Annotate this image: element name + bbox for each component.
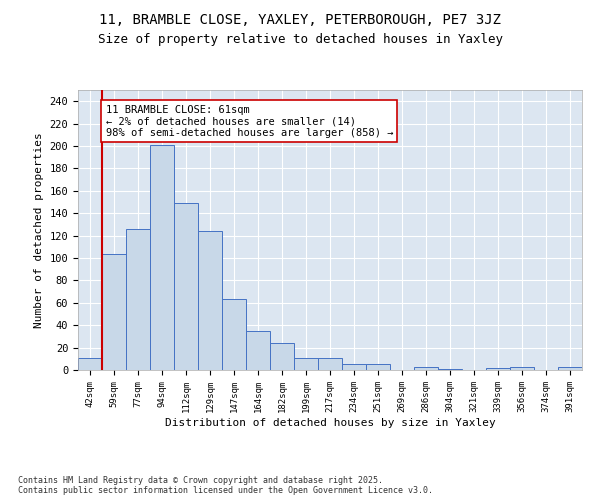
X-axis label: Distribution of detached houses by size in Yaxley: Distribution of detached houses by size …: [164, 418, 496, 428]
Bar: [246, 331, 270, 370]
Bar: [342, 364, 366, 370]
Bar: [486, 368, 510, 370]
Bar: [174, 203, 198, 370]
Bar: [102, 254, 126, 370]
Y-axis label: Number of detached properties: Number of detached properties: [34, 132, 44, 328]
Bar: [510, 366, 534, 370]
Bar: [318, 358, 342, 370]
Bar: [438, 369, 462, 370]
Bar: [222, 300, 246, 370]
Bar: [414, 366, 438, 370]
Bar: [294, 358, 318, 370]
Bar: [78, 358, 102, 370]
Text: 11, BRAMBLE CLOSE, YAXLEY, PETERBOROUGH, PE7 3JZ: 11, BRAMBLE CLOSE, YAXLEY, PETERBOROUGH,…: [99, 12, 501, 26]
Bar: [150, 145, 174, 370]
Text: Size of property relative to detached houses in Yaxley: Size of property relative to detached ho…: [97, 32, 503, 46]
Bar: [126, 229, 150, 370]
Text: 11 BRAMBLE CLOSE: 61sqm
← 2% of detached houses are smaller (14)
98% of semi-det: 11 BRAMBLE CLOSE: 61sqm ← 2% of detached…: [106, 104, 393, 138]
Bar: [198, 231, 222, 370]
Text: Contains HM Land Registry data © Crown copyright and database right 2025.
Contai: Contains HM Land Registry data © Crown c…: [18, 476, 433, 495]
Bar: [558, 366, 582, 370]
Bar: [270, 343, 294, 370]
Bar: [366, 364, 390, 370]
